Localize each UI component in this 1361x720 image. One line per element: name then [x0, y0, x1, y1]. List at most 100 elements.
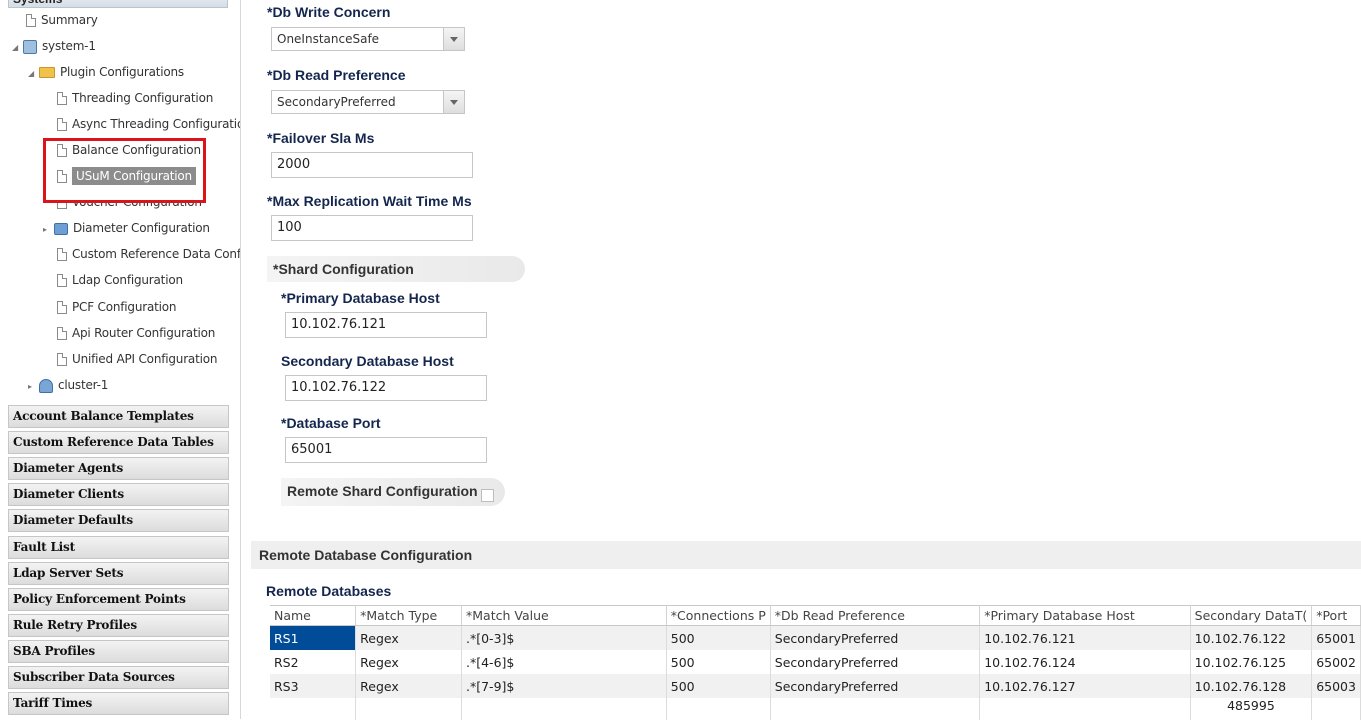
- table-row-empty[interactable]: 485995: [270, 698, 1361, 720]
- table-cell[interactable]: SecondaryPreferred: [770, 650, 981, 674]
- table-cell[interactable]: SecondaryPreferred: [770, 625, 981, 650]
- table-cell[interactable]: 65001: [1311, 625, 1361, 650]
- table-cell[interactable]: [666, 698, 771, 720]
- table-cell[interactable]: RS1: [270, 625, 357, 650]
- table-cell[interactable]: 500: [666, 650, 771, 674]
- remote-database-configuration-header[interactable]: Remote Database Configuration: [251, 541, 1361, 569]
- tree-item-unified-api-configuration[interactable]: Unified API Configuration: [57, 348, 217, 370]
- tree-label: Api Router Configuration: [72, 326, 216, 340]
- systems-header[interactable]: Systems: [8, 0, 228, 8]
- remote-shard-configuration-row: Remote Shard Configuration: [281, 478, 505, 506]
- database-port-input[interactable]: 65001: [285, 437, 487, 463]
- table-cell[interactable]: Regex: [355, 674, 462, 698]
- shard-configuration-header[interactable]: *Shard Configuration: [267, 256, 525, 282]
- group-ldap-server-sets[interactable]: Ldap Server Sets: [8, 562, 229, 585]
- table-cell[interactable]: 500: [666, 625, 771, 650]
- tree-item-diameter-configuration[interactable]: ▸ Diameter Configuration: [43, 217, 210, 239]
- tree-item-api-router-configuration[interactable]: Api Router Configuration: [57, 322, 215, 344]
- table-cell[interactable]: 65002: [1311, 650, 1361, 674]
- table-header-row: Name *Match Type *Match Value *Connectio…: [270, 605, 1361, 626]
- tree-item-threading-configuration[interactable]: Threading Configuration: [57, 87, 213, 109]
- tree-item-system-1[interactable]: ◢ system-1: [12, 35, 96, 57]
- tree-item-custom-reference-data-configuration[interactable]: Custom Reference Data Configu: [57, 243, 240, 265]
- tree-label: cluster-1: [58, 378, 109, 392]
- table-cell[interactable]: 10.102.76.122: [1190, 625, 1313, 650]
- dropdown-arrow-icon[interactable]: [443, 91, 464, 113]
- group-fault-list[interactable]: Fault List: [8, 536, 229, 559]
- primary-database-host-label: *Primary Database Host: [281, 290, 440, 306]
- table-cell[interactable]: 485995: [1190, 698, 1313, 720]
- tree-label: PCF Configuration: [72, 300, 177, 314]
- folder-open-icon: [39, 67, 55, 78]
- group-policy-enforcement-points[interactable]: Policy Enforcement Points: [8, 588, 229, 611]
- group-rule-retry-profiles[interactable]: Rule Retry Profiles: [8, 614, 229, 637]
- table-cell[interactable]: [270, 698, 357, 720]
- table-cell[interactable]: [461, 698, 667, 720]
- table-cell[interactable]: Regex: [355, 625, 462, 650]
- dropdown-arrow-icon[interactable]: [443, 28, 464, 50]
- table-cell[interactable]: 10.102.76.124: [979, 650, 1191, 674]
- table-cell[interactable]: 10.102.76.121: [979, 625, 1191, 650]
- group-account-balance-templates[interactable]: Account Balance Templates: [8, 405, 229, 428]
- table-cell[interactable]: [1311, 698, 1361, 720]
- tree-item-summary[interactable]: Summary: [26, 9, 98, 31]
- table-cell[interactable]: 10.102.76.128: [1190, 674, 1313, 698]
- tree-item-cluster-1[interactable]: ▸ cluster-1: [28, 374, 108, 396]
- db-write-concern-select[interactable]: OneInstanceSafe: [271, 27, 465, 51]
- table-cell[interactable]: .*[7-9]$: [461, 674, 667, 698]
- secondary-database-host-input[interactable]: 10.102.76.122: [285, 375, 487, 401]
- column-header-connections[interactable]: *Connections P: [666, 605, 771, 626]
- collapsed-arrow-icon[interactable]: ▸: [28, 382, 32, 391]
- group-diameter-agents[interactable]: Diameter Agents: [8, 457, 229, 480]
- table-cell[interactable]: RS3: [270, 674, 357, 698]
- primary-database-host-input[interactable]: 10.102.76.121: [285, 312, 487, 338]
- column-header-port[interactable]: *Port: [1311, 605, 1361, 626]
- table-cell[interactable]: RS2: [270, 650, 357, 674]
- group-custom-reference-data-tables[interactable]: Custom Reference Data Tables: [8, 431, 229, 454]
- tree-label: Diameter Configuration: [73, 221, 210, 235]
- db-read-preference-select[interactable]: SecondaryPreferred: [271, 90, 465, 114]
- group-diameter-defaults[interactable]: Diameter Defaults: [8, 509, 229, 532]
- group-tariff-times[interactable]: Tariff Times: [8, 692, 229, 715]
- expanded-arrow-icon[interactable]: ◢: [12, 43, 18, 52]
- select-value: SecondaryPreferred: [277, 95, 396, 109]
- table-cell[interactable]: [355, 698, 462, 720]
- table-cell[interactable]: SecondaryPreferred: [770, 674, 981, 698]
- tree-item-usum-configuration[interactable]: USuM Configuration: [57, 165, 196, 187]
- document-icon: [57, 301, 67, 314]
- column-header-name[interactable]: Name: [270, 605, 357, 626]
- tree-item-plugin-configurations[interactable]: ◢ Plugin Configurations: [28, 61, 184, 83]
- table-row[interactable]: RS1 Regex .*[0-3]$ 500 SecondaryPreferre…: [270, 625, 1361, 650]
- table-cell[interactable]: [770, 698, 981, 720]
- table-cell[interactable]: 500: [666, 674, 771, 698]
- table-row[interactable]: RS3 Regex .*[7-9]$ 500 SecondaryPreferre…: [270, 674, 1361, 698]
- column-header-match-type[interactable]: *Match Type: [355, 605, 462, 626]
- collapsed-arrow-icon[interactable]: ▸: [43, 225, 47, 234]
- column-header-db-read-preference[interactable]: *Db Read Preference: [770, 605, 981, 626]
- max-replication-wait-input[interactable]: 100: [271, 215, 473, 241]
- column-header-secondary-database-host[interactable]: Secondary DataT(: [1190, 605, 1313, 626]
- table-row[interactable]: RS2 Regex .*[4-6]$ 500 SecondaryPreferre…: [270, 650, 1361, 674]
- tree-item-pcf-configuration[interactable]: PCF Configuration: [57, 296, 177, 318]
- tree-item-balance-configuration[interactable]: Balance Configuration: [57, 139, 201, 161]
- table-cell[interactable]: .*[4-6]$: [461, 650, 667, 674]
- diameter-icon: [54, 222, 68, 235]
- group-sba-profiles[interactable]: SBA Profiles: [8, 640, 229, 663]
- table-cell[interactable]: .*[0-3]$: [461, 625, 667, 650]
- remote-shard-configuration-checkbox[interactable]: [481, 489, 494, 502]
- failover-sla-input[interactable]: 2000: [271, 152, 473, 178]
- table-cell[interactable]: 10.102.76.127: [979, 674, 1191, 698]
- tree-item-ldap-configuration[interactable]: Ldap Configuration: [57, 269, 183, 291]
- group-subscriber-data-sources[interactable]: Subscriber Data Sources: [8, 666, 229, 689]
- expanded-arrow-icon[interactable]: ◢: [28, 69, 34, 78]
- column-header-primary-database-host[interactable]: *Primary Database Host: [979, 605, 1191, 626]
- table-cell[interactable]: 10.102.76.125: [1190, 650, 1313, 674]
- column-header-match-value[interactable]: *Match Value: [461, 605, 667, 626]
- table-cell[interactable]: Regex: [355, 650, 462, 674]
- document-icon: [57, 274, 67, 287]
- tree-item-async-threading-configuration[interactable]: Async Threading Configuration: [57, 113, 240, 135]
- failover-sla-label: *Failover Sla Ms: [267, 130, 375, 146]
- table-cell[interactable]: 65003: [1311, 674, 1361, 698]
- group-diameter-clients[interactable]: Diameter Clients: [8, 483, 229, 506]
- table-cell[interactable]: [979, 698, 1191, 720]
